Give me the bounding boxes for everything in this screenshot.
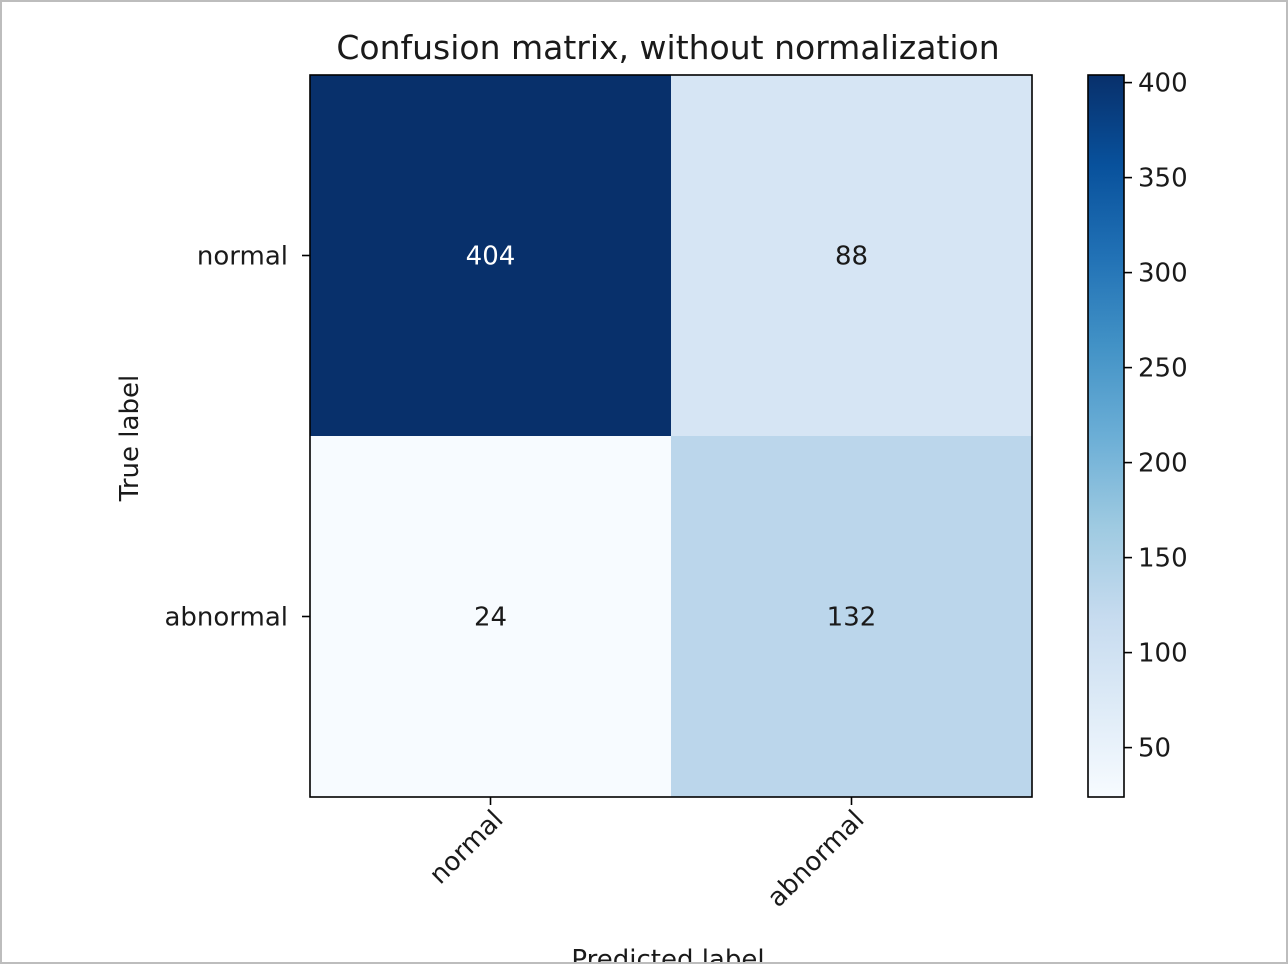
colorbar-bar	[1087, 74, 1125, 798]
heatmap-cells: 404 88 24 132	[309, 74, 1033, 798]
colorbar-tick-label: 400	[1138, 69, 1188, 99]
colorbar-tick-label: 150	[1138, 544, 1188, 574]
cell-value-label: 404	[466, 242, 516, 272]
x-tick-label: normal	[424, 805, 510, 891]
y-axis-label: True label	[115, 375, 145, 502]
colorbar-tick-label: 350	[1138, 164, 1188, 194]
colorbar-tick-label: 100	[1138, 639, 1188, 669]
cell-value-label: 88	[835, 242, 868, 272]
x-axis-label: Predicted label	[571, 945, 764, 962]
cell-normal-normal	[310, 75, 671, 436]
colorbar: 50 100 150 200 250 300 350 400	[1087, 69, 1188, 798]
colorbar-tick-label: 200	[1138, 449, 1188, 479]
cell-normal-abnormal	[671, 75, 1032, 436]
x-tick-label: abnormal	[762, 805, 871, 914]
chart-title: Confusion matrix, without normalization	[336, 28, 999, 67]
cell-value-label: 24	[474, 603, 507, 633]
cell-abnormal-abnormal	[671, 436, 1032, 797]
colorbar-tick-label: 250	[1138, 354, 1188, 384]
colorbar-tick-label: 300	[1138, 259, 1188, 289]
cell-abnormal-normal	[310, 436, 671, 797]
plot-border	[309, 74, 1033, 798]
y-tick-label: abnormal	[164, 603, 288, 633]
cell-value-label: 132	[827, 603, 877, 633]
y-tick-label: normal	[197, 242, 288, 272]
colorbar-tick-label: 50	[1138, 734, 1171, 764]
